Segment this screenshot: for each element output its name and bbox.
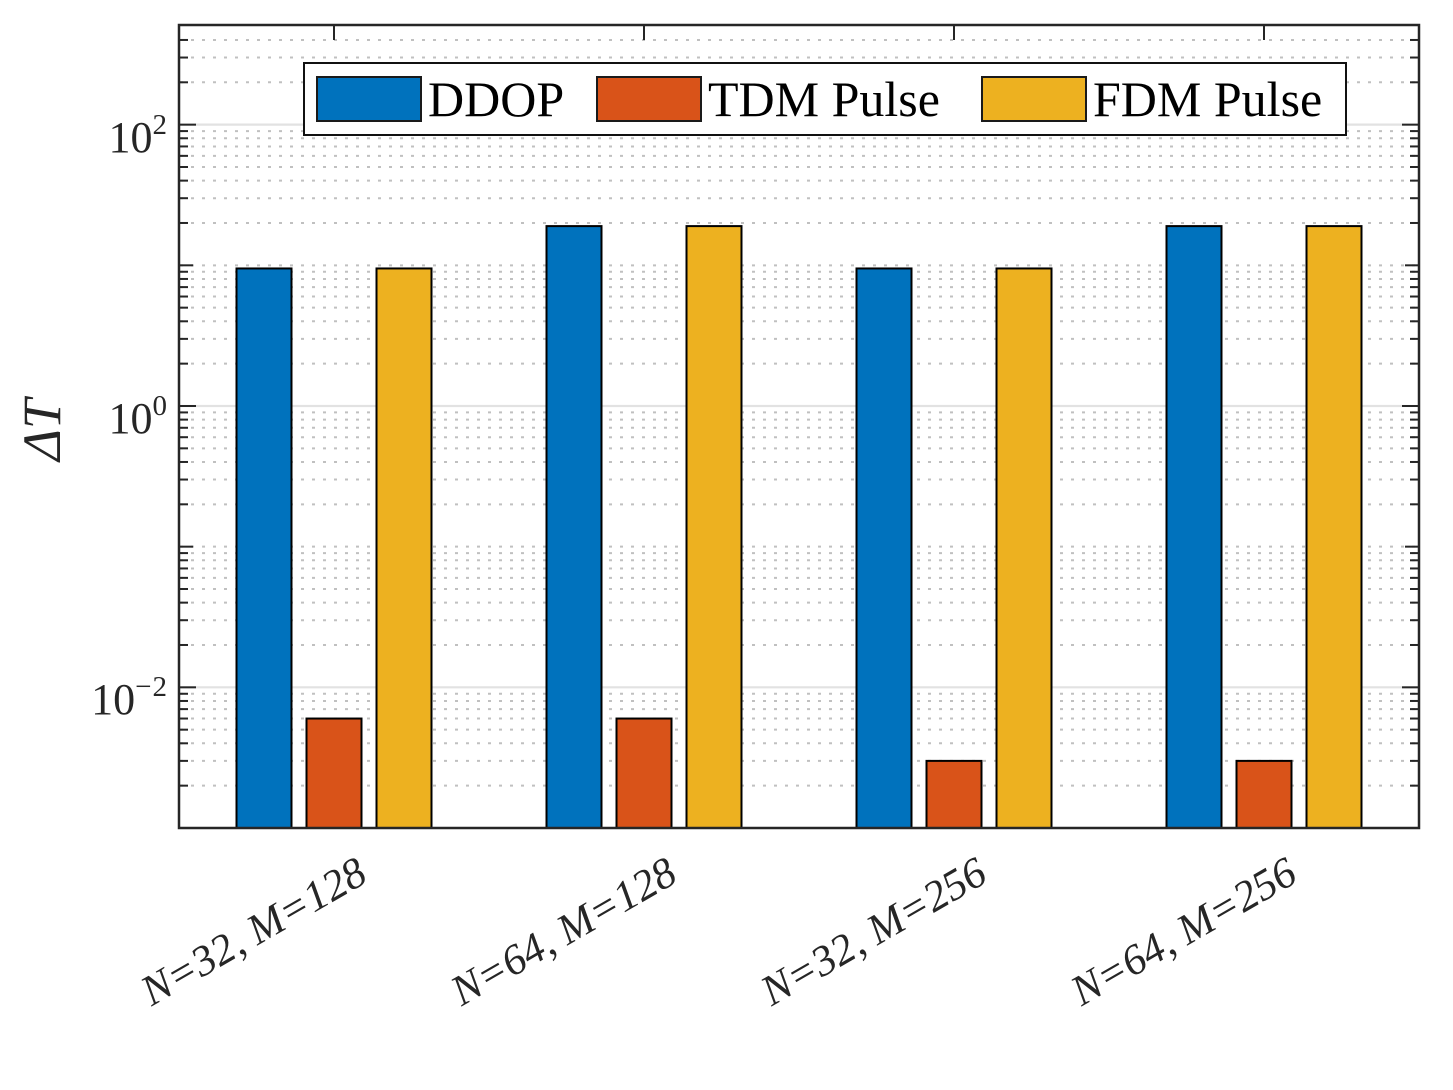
y-axis-label: ΔT xyxy=(12,399,72,461)
legend-label: DDOP xyxy=(428,71,565,127)
bar-tdm-pulse-group2 xyxy=(615,717,673,830)
legend-swatch-icon xyxy=(316,76,422,122)
legend: DDOP TDM Pulse FDM Pulse xyxy=(303,62,1347,136)
bar-tdm-pulse-group4 xyxy=(1235,759,1293,830)
bar-fdm-pulse-group1 xyxy=(375,267,433,829)
bar-ddop-group4 xyxy=(1165,225,1223,829)
axes-frame xyxy=(177,23,1421,830)
legend-swatch-icon xyxy=(596,76,702,122)
y-tick-label-10e0: 100 xyxy=(108,389,168,443)
bar-fdm-pulse-group3 xyxy=(995,267,1053,829)
bar-fdm-pulse-group2 xyxy=(685,225,743,829)
bar-ddop-group2 xyxy=(545,225,603,829)
legend-label: FDM Pulse xyxy=(1093,71,1323,127)
y-tick-label-10e-2: 10−2 xyxy=(91,671,168,725)
bar-ddop-group1 xyxy=(235,267,293,829)
bar-ddop-group3 xyxy=(855,267,913,829)
bar-tdm-pulse-group1 xyxy=(305,717,363,830)
legend-swatch-icon xyxy=(981,76,1087,122)
bar-fdm-pulse-group4 xyxy=(1305,225,1363,829)
y-tick-label-10e2: 102 xyxy=(108,108,168,162)
legend-label: TDM Pulse xyxy=(708,71,940,127)
bar-tdm-pulse-group3 xyxy=(925,759,983,830)
